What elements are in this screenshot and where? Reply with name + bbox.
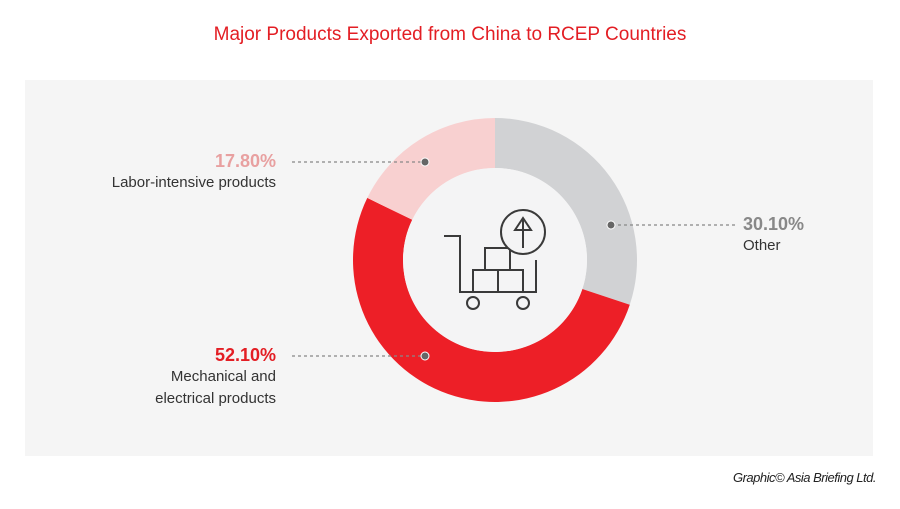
pct-labor: 17.80% <box>214 151 276 171</box>
name-other: Other <box>743 237 781 254</box>
credit: Graphic© Asia Briefing Ltd. <box>732 470 877 485</box>
label-mechanical: 52.10% Mechanical and electrical product… <box>155 344 276 410</box>
marker-mechanical <box>420 351 430 361</box>
pct-mechanical: 52.10% <box>214 345 276 365</box>
name-mechanical-1: Mechanical and <box>170 368 276 385</box>
donut-hole <box>403 168 587 352</box>
name-labor: Labor-intensive products <box>111 174 276 191</box>
slice-mechanical <box>353 197 630 402</box>
slice-other <box>495 118 637 305</box>
label-labor: 17.80% Labor-intensive products <box>112 150 276 194</box>
slice-labor <box>367 117 495 220</box>
chart-title: Major Products Exported from China to RC… <box>213 24 687 45</box>
name-mechanical-2: electrical products <box>155 390 276 407</box>
marker-other <box>606 220 616 230</box>
marker-labor <box>420 157 430 167</box>
cart-with-boxes-export-icon <box>444 209 546 310</box>
pct-other: 30.10% <box>743 214 805 234</box>
label-other: 30.10% Other <box>743 213 804 257</box>
